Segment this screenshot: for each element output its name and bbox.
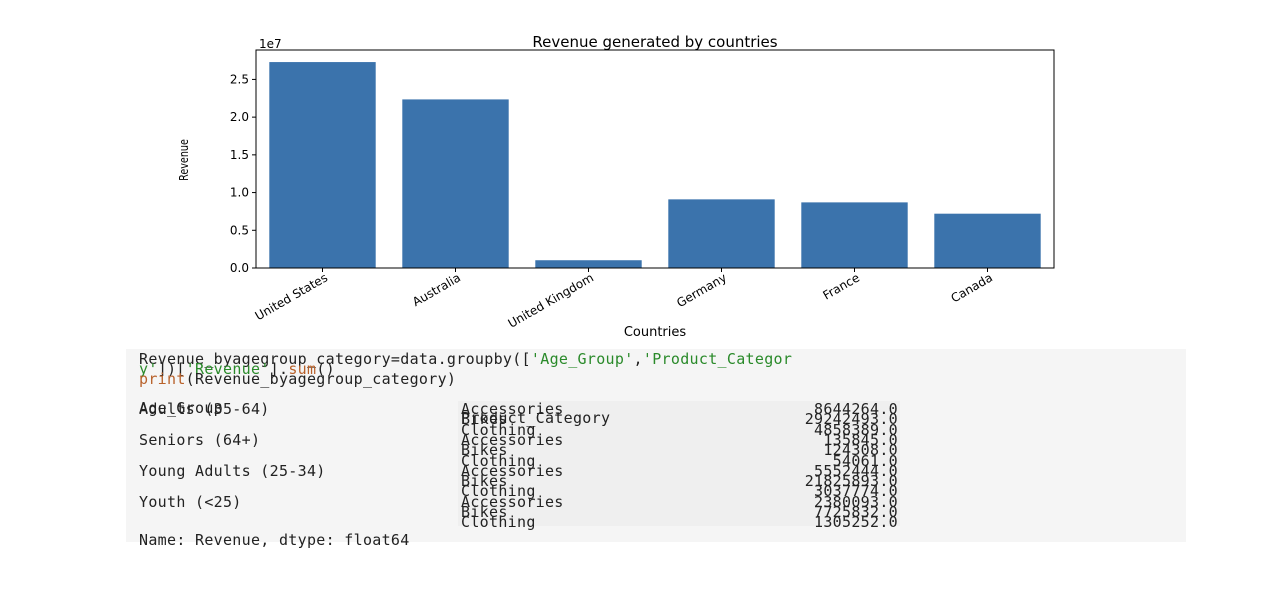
y-tick-label: 1.5 bbox=[230, 148, 249, 162]
output-row: Young Adults (25-34) Accessories 5552444.0 bbox=[126, 461, 1186, 480]
code-text: , bbox=[633, 350, 643, 368]
row-age-group: Adults (35-64) bbox=[139, 400, 270, 418]
row-revenue-value: 29242493.0 bbox=[804, 410, 898, 429]
row-revenue-value: 2380093.0 bbox=[814, 492, 898, 511]
x-tick-label: United Kingdom bbox=[506, 270, 596, 330]
row-product-category: Bikes bbox=[461, 441, 508, 460]
y-tick-label: 2.5 bbox=[230, 72, 249, 86]
output-row: Adults (35-64) Accessories 8644264.0 bbox=[126, 400, 1186, 418]
code-text: (Revenue_byagegroup_category) bbox=[185, 370, 457, 388]
y-ticks-group: 0.0 0.5 1.0 1.5 2.0 2.5 bbox=[230, 72, 256, 275]
x-tick-label: Germany bbox=[674, 270, 729, 310]
row-age-group: Young Adults (25-34) bbox=[139, 461, 326, 480]
row-age-group: Seniors (64+) bbox=[139, 430, 261, 449]
code-string: 'Product_Categor bbox=[642, 350, 793, 368]
x-tick-label: Australia bbox=[410, 270, 463, 309]
revenue-bar-chart: 0.0 0.5 1.0 1.5 2.0 2.5 United States Australi… bbox=[177, 33, 1055, 340]
bar-germany bbox=[668, 199, 775, 268]
code-line-1: Revenue_byagegroup_category=data.groupby… bbox=[139, 350, 793, 368]
row-product-category: Bikes bbox=[461, 503, 508, 521]
x-axis-label: Countries bbox=[624, 325, 687, 340]
output-row: Bikes 29242493.0 bbox=[126, 410, 1186, 429]
row-revenue-value: 135845.0 bbox=[823, 430, 898, 449]
code-text: ])[ bbox=[157, 360, 186, 378]
x-tick-label: United States bbox=[253, 270, 330, 323]
row-product-category: Clothing bbox=[461, 482, 536, 501]
bar-united-kingdom bbox=[535, 260, 642, 268]
output-footer: Name: Revenue, dtype: float64 bbox=[126, 525, 1186, 548]
row-product-category: Bikes bbox=[461, 410, 508, 429]
row-product-category: Accessories bbox=[461, 492, 564, 511]
code-builtin: print bbox=[139, 370, 186, 388]
row-product-category: Clothing bbox=[461, 513, 536, 532]
row-revenue-value: 3037774.0 bbox=[814, 482, 898, 501]
y-tick-label: 0.5 bbox=[230, 223, 249, 237]
row-product-category: Accessories bbox=[461, 430, 564, 449]
footer-text: Name: Revenue, dtype: float64 bbox=[139, 531, 410, 549]
header-age-group: Age_Group bbox=[139, 399, 223, 417]
row-revenue-value: 124308.0 bbox=[823, 441, 898, 460]
y-tick-label: 1.0 bbox=[230, 186, 249, 200]
row-product-category: Accessories bbox=[461, 461, 564, 480]
output-row: Clothing 4858389.0 bbox=[126, 420, 1186, 439]
row-product-category: Bikes bbox=[461, 472, 508, 491]
row-revenue-value: 5552444.0 bbox=[814, 461, 898, 480]
x-tick-label: Canada bbox=[948, 270, 995, 305]
x-tick-label: France bbox=[820, 270, 862, 302]
output-row: Clothing 1305252.0 bbox=[126, 513, 1186, 532]
y-tick-label: 0.0 bbox=[230, 261, 249, 275]
row-product-category: Accessories bbox=[461, 400, 564, 418]
row-revenue-value: 7725832.0 bbox=[814, 503, 898, 521]
output-row: Youth (<25) Accessories 2380093.0 bbox=[126, 492, 1186, 511]
x-ticks-group: United States Australia United Kingdom Germ… bbox=[253, 268, 995, 331]
row-revenue-value: 1305252.0 bbox=[814, 513, 898, 532]
bar-canada bbox=[934, 213, 1041, 268]
row-revenue-value: 21825893.0 bbox=[804, 472, 898, 491]
output-row: Bikes 7725832.0 bbox=[126, 503, 1186, 521]
row-age-group: Youth (<25) bbox=[139, 492, 242, 511]
code-builtin: sum bbox=[288, 360, 317, 378]
code-string: 'Revenue' bbox=[185, 360, 270, 378]
y-tick-label: 2.0 bbox=[230, 110, 249, 124]
output-row: Clothing 54061.0 bbox=[126, 451, 1186, 470]
y-offset-label: 1e7 bbox=[259, 37, 282, 51]
code-text: () bbox=[316, 360, 335, 378]
row-product-category: Clothing bbox=[461, 420, 536, 439]
code-string: 'Age_Group' bbox=[530, 350, 634, 368]
row-revenue-value: 54061.0 bbox=[832, 451, 898, 470]
notebook-code-cell[interactable]: Revenue_byagegroup_category=data.groupby… bbox=[126, 349, 1186, 548]
bars-group bbox=[269, 62, 1041, 269]
output-highlight bbox=[458, 401, 900, 526]
output-header-row: Age_Group Product_Category bbox=[126, 393, 1186, 426]
output-row: Seniors (64+) Accessories 135845.0 bbox=[126, 430, 1186, 449]
code-line-2: y'])['Revenue'].sum() bbox=[139, 360, 335, 378]
output-row: Bikes 124308.0 bbox=[126, 441, 1186, 460]
output-row: Bikes 21825893.0 bbox=[126, 472, 1186, 491]
header-product-category: Product_Category bbox=[461, 409, 611, 427]
bar-united-states bbox=[269, 62, 376, 269]
row-revenue-value: 8644264.0 bbox=[814, 400, 898, 418]
row-revenue-value: 4858389.0 bbox=[814, 420, 898, 439]
output-row: Clothing 3037774.0 bbox=[126, 482, 1186, 501]
bar-australia bbox=[402, 99, 509, 269]
chart-title: Revenue generated by countries bbox=[532, 33, 777, 51]
code-text: Revenue_byagegroup_category=data.groupby… bbox=[139, 350, 531, 368]
code-string: y' bbox=[139, 360, 158, 378]
row-product-category: Clothing bbox=[461, 451, 536, 470]
code-text: ]. bbox=[269, 360, 289, 378]
plot-frame bbox=[255, 49, 1055, 269]
y-axis-label: Revenue bbox=[177, 139, 191, 181]
code-line-3: print(Revenue_byagegroup_category) bbox=[139, 370, 457, 388]
bar-france bbox=[801, 202, 908, 268]
